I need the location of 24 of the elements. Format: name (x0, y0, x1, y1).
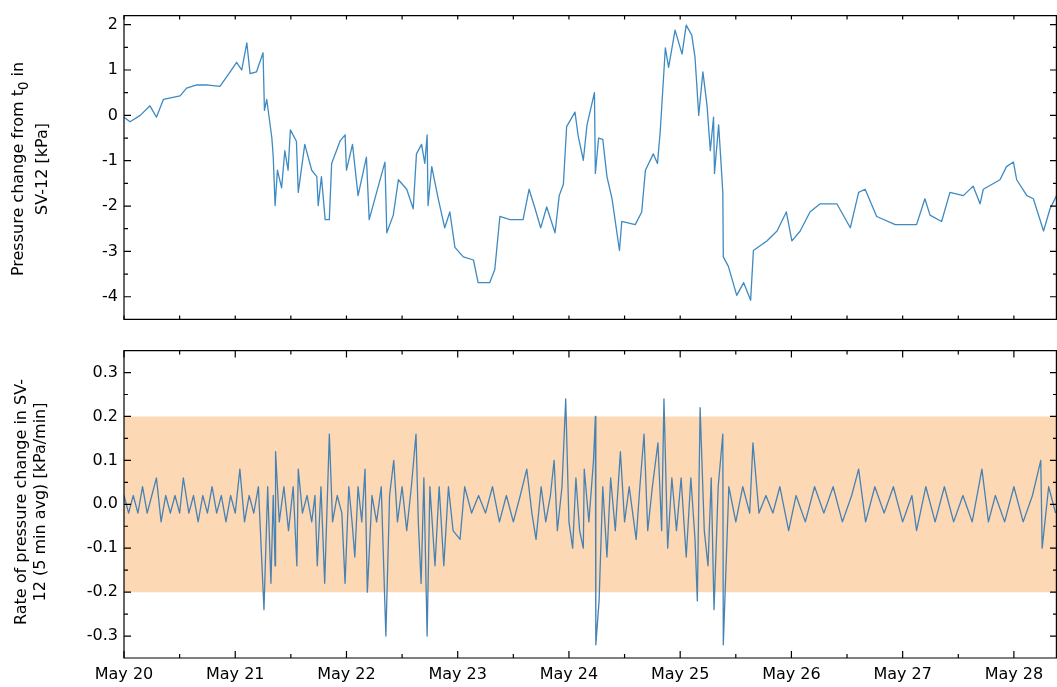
x-tick-label: May 21 (205, 663, 265, 683)
y-tick-label: 0.3 (92, 361, 118, 381)
y-tick-label: 1 (107, 59, 118, 79)
x-tick-label: May 27 (873, 663, 932, 683)
y-tick-label: 0.1 (92, 449, 118, 469)
y-tick-label: -3 (102, 240, 118, 260)
x-tick-label: May 23 (428, 663, 487, 683)
y-tick-label: -0.2 (86, 581, 118, 601)
y-tick-label: -0.3 (86, 625, 118, 645)
y-tick-label: 0.2 (92, 405, 118, 425)
x-tick-label: May 22 (317, 663, 376, 683)
y-axis-title: Rate of pressure change in SV-12 (5 min avg) [kPa/min] (11, 377, 49, 628)
y-tick-label: 0 (107, 104, 118, 124)
y-tick-label: -4 (102, 285, 118, 305)
y-tick-label: -0.1 (86, 537, 118, 557)
y-tick-label: 2 (107, 13, 118, 33)
x-tick-label: May 25 (650, 663, 710, 683)
x-tick-label: May 24 (539, 663, 599, 683)
y-tick-label: -1 (102, 149, 118, 169)
x-tick-label: May 20 (94, 663, 154, 683)
x-tick-label: May 28 (984, 663, 1044, 683)
x-tick-label: May 26 (762, 663, 821, 683)
y-tick-label: -2 (102, 195, 118, 215)
y-tick-label: 0.0 (92, 493, 118, 513)
